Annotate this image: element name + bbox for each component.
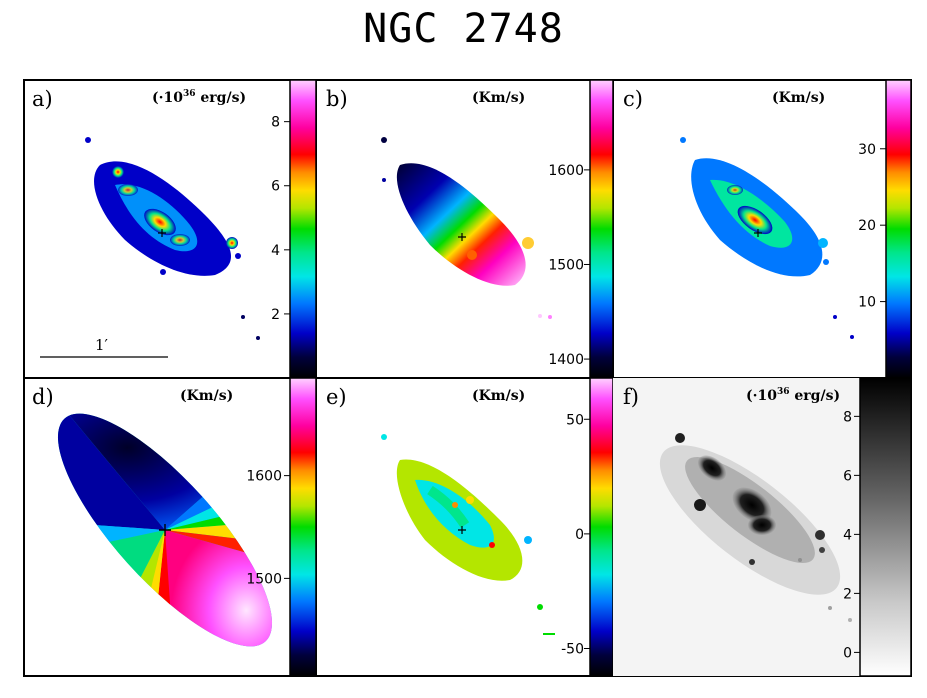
panel-e-colorbar — [589, 377, 614, 677]
panel-a-label: a) — [32, 87, 53, 111]
panel-c-colorbar — [885, 79, 912, 379]
panel-b: b) (Km/s) 1600 1500 1400 — [326, 79, 614, 379]
figure-title: NGC 2748 — [363, 6, 564, 52]
panel-a: a) (·1036 erg/s) 1′ 8 6 4 2 — [32, 79, 317, 379]
panel-a-colorbar-ticks: 8 6 4 2 — [271, 115, 290, 323]
panel-a-unit-suffix: erg/s) — [196, 90, 247, 106]
panel-a-unit: (·1036 erg/s) — [152, 89, 246, 106]
colorbar-tick-label: 0 — [575, 527, 584, 543]
colorbar-tick-label: 1500 — [246, 571, 282, 587]
panel-d-unit: (Km/s) — [180, 388, 233, 404]
panel-b-colorbar-ticks: 1600 1500 1400 — [548, 163, 590, 368]
panel-f-unit-exp: 36 — [777, 387, 790, 397]
colorbar-tick-label: 10 — [858, 295, 876, 311]
panel-b-label: b) — [326, 87, 348, 111]
colorbar-tick-label: 8 — [843, 409, 852, 425]
panel-d-colorbar-ticks: 1600 1500 — [246, 469, 290, 587]
panel-b-map — [381, 137, 552, 319]
panel-e: e) (Km/s) 50 0 -50 — [326, 377, 614, 677]
colorbar-tick-label: 2 — [271, 307, 280, 323]
colorbar-tick-label: 30 — [858, 142, 876, 158]
panel-b-colorbar — [589, 79, 614, 379]
panel-f-unit-prefix: (·10 — [746, 388, 777, 404]
panel-a-map — [85, 137, 260, 340]
colorbar-tick-label: 4 — [843, 527, 852, 543]
panel-a-unit-exp: 36 — [183, 89, 196, 99]
panel-a-unit-prefix: (·10 — [152, 90, 183, 106]
colorbar-tick-label: 20 — [858, 218, 876, 234]
colorbar-tick-label: 1600 — [548, 163, 584, 179]
panel-e-label: e) — [326, 385, 347, 409]
panel-f-colorbar-ticks: 8 6 4 2 0 — [843, 409, 860, 661]
colorbar-tick-label: 1500 — [548, 257, 584, 273]
colorbar-tick-label: 8 — [271, 115, 280, 131]
colorbar-tick-label: 2 — [843, 586, 852, 602]
panel-c-unit: (Km/s) — [772, 90, 825, 106]
colorbar-tick-label: 0 — [843, 645, 852, 661]
colorbar-tick-label: -50 — [561, 641, 584, 657]
colorbar-tick-label: 1600 — [246, 469, 282, 485]
colorbar-tick-label: 50 — [566, 412, 584, 428]
panel-c-map — [680, 137, 854, 339]
panel-c-colorbar-ticks: 30 20 10 — [858, 142, 886, 311]
colorbar-tick-label: 6 — [843, 468, 852, 484]
panel-a-colorbar — [289, 79, 317, 379]
panel-e-map — [381, 434, 555, 635]
panel-d: d) (Km/s) 1600 1500 — [27, 377, 317, 677]
colorbar-tick-label: 1400 — [548, 352, 584, 368]
panel-f: f) (·1036 erg/s) 8 6 4 2 0 — [613, 377, 912, 677]
panel-f-colorbar — [859, 377, 912, 677]
panel-c-label: c) — [623, 87, 643, 111]
panel-d-map — [27, 385, 290, 675]
panel-d-label: d) — [32, 385, 54, 409]
panel-e-unit: (Km/s) — [472, 388, 525, 404]
colorbar-tick-label: 4 — [271, 243, 280, 259]
panel-f-map — [659, 433, 852, 622]
panel-b-unit: (Km/s) — [472, 90, 525, 106]
panel-d-colorbar — [289, 377, 317, 677]
colorbar-tick-label: 6 — [271, 179, 280, 195]
panel-f-label: f) — [623, 385, 639, 409]
panel-f-unit-suffix: erg/s) — [790, 388, 841, 404]
panel-a-scale-label: 1′ — [95, 336, 109, 354]
panel-c: c) (Km/s) 30 20 10 — [623, 79, 912, 379]
panel-e-colorbar-ticks: 50 0 -50 — [561, 412, 590, 657]
panel-f-unit: (·1036 erg/s) — [746, 387, 840, 404]
